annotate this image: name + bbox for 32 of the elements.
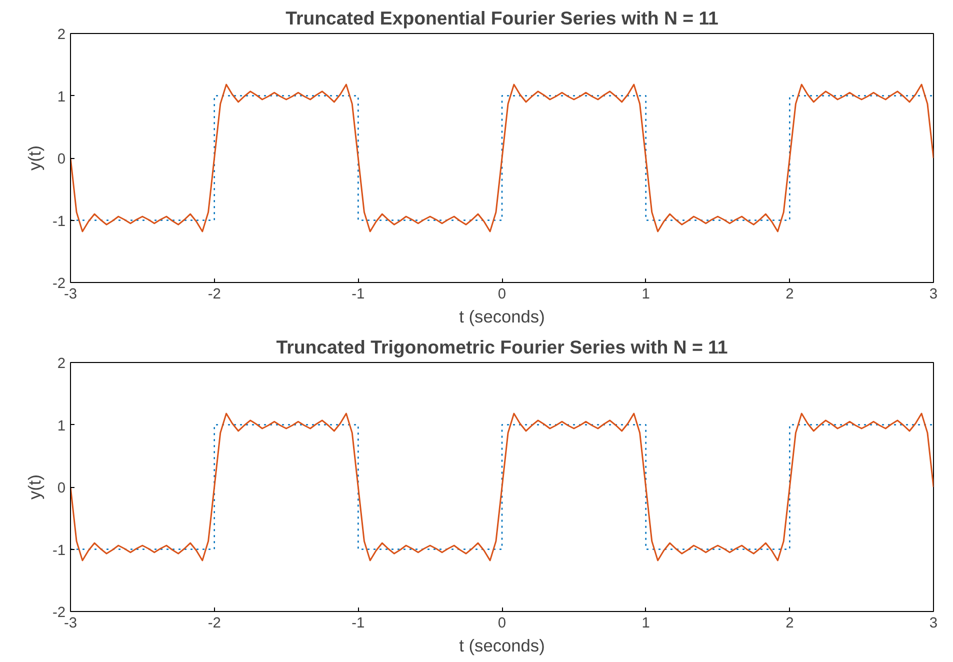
y-tick-label: 1 (57, 89, 66, 106)
line-series (70, 412, 934, 562)
y-axis-title: y(t) (24, 474, 44, 500)
x-tick-label: 1 (642, 616, 650, 632)
x-tick-label: -2 (208, 286, 221, 302)
chart-title: Truncated Exponential Fourier Series with N = 11 (286, 8, 718, 28)
x-tick-label: -1 (352, 616, 365, 632)
x-tick-label: 3 (929, 616, 938, 632)
x-axis-title: t (seconds) (459, 636, 545, 656)
y-tick-label: -2 (52, 276, 66, 292)
x-tick-label: -3 (64, 286, 78, 302)
chart-title: Truncated Trigonometric Fourier Series with N = 11 (276, 336, 728, 358)
x-tick-label: -1 (352, 286, 365, 302)
y-tick-label: 2 (57, 356, 66, 372)
y-tick-label: 1 (57, 418, 66, 434)
x-tick-label: 2 (786, 286, 794, 302)
y-tick-label: -1 (52, 214, 66, 230)
x-tick-label: 0 (498, 616, 506, 632)
y-axis-title: y(t) (24, 145, 44, 171)
y-tick-label: 2 (57, 27, 66, 43)
x-tick-label: 0 (498, 286, 506, 302)
x-axis-title: t (seconds) (459, 306, 545, 326)
y-tick-label: -2 (52, 605, 66, 621)
x-tick-label: 3 (929, 286, 938, 302)
x-tick-label: -2 (208, 616, 221, 632)
x-tick-label: 2 (786, 616, 794, 632)
x-tick-label: 1 (642, 286, 650, 302)
line-series (70, 84, 934, 232)
x-tick-label: -3 (64, 616, 78, 632)
y-tick-label: -1 (52, 542, 66, 559)
y-tick-label: 0 (57, 152, 66, 168)
y-tick-label: 0 (57, 480, 66, 496)
